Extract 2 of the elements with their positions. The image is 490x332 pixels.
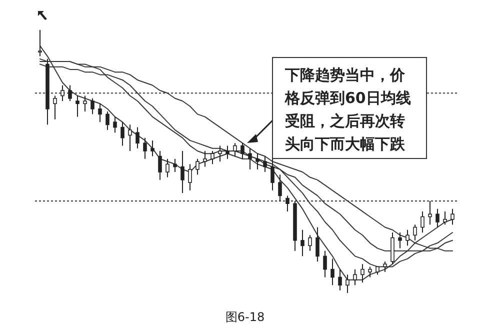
text: 图6-18 <box>224 309 266 326</box>
annotation: 下降趋势当中，价格反弹到60日均线受阻，之后再次转头向下而大幅下跌 <box>272 57 427 159</box>
